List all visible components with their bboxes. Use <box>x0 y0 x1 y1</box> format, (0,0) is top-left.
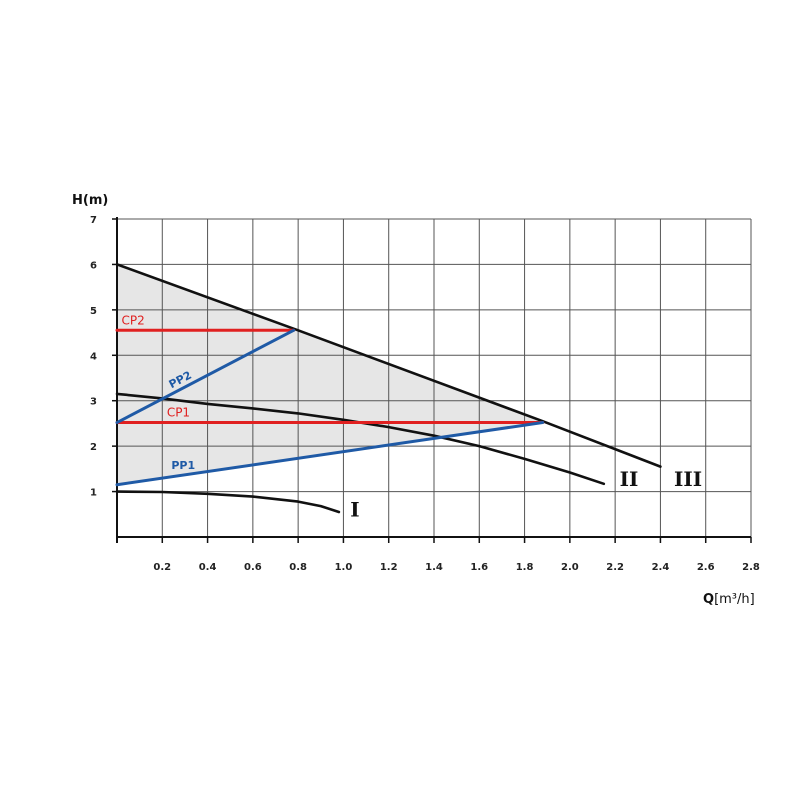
y-tick-label: 1 <box>90 488 97 499</box>
control-line-PP1 <box>115 421 545 487</box>
control-lines-group <box>115 328 545 487</box>
control-label-PP1: PP1 <box>171 459 195 472</box>
x-tick-label: 0.6 <box>244 562 262 573</box>
curve-label-II: II <box>620 467 639 491</box>
x-tick-label: 0.2 <box>153 562 171 573</box>
x-tick-label: 2.0 <box>561 562 579 573</box>
operating-area-shade <box>117 264 543 485</box>
x-tick-label: 0.8 <box>289 562 307 573</box>
curve-label-III: III <box>674 467 702 491</box>
x-tick-label: 2.2 <box>606 562 624 573</box>
x-axis-title: Q[m³/h] <box>703 592 755 607</box>
curve-I <box>115 490 341 514</box>
x-tick-label: 2.4 <box>652 562 670 573</box>
tick-labels-group: 0.2 0.4 0.6 0.8 1.0 1.2 1.4 1.6 1.8 2.0 2.2 2.4 2.6 2… <box>90 215 760 573</box>
x-tick-label: 1.2 <box>380 562 398 573</box>
x-axis-title-main: Q <box>703 592 714 607</box>
curve-label-I: I <box>350 498 359 522</box>
y-tick-label: 6 <box>90 260 97 271</box>
x-tick-label: 2.8 <box>742 562 760 573</box>
shaded-region-group <box>117 264 543 485</box>
x-tick-label: 1.6 <box>470 562 488 573</box>
x-tick-label: 1.8 <box>516 562 534 573</box>
y-tick-label: 2 <box>90 442 97 453</box>
y-tick-label: 4 <box>90 351 97 362</box>
y-tick-label: 5 <box>90 306 97 317</box>
y-axis-title: H(m) <box>72 193 108 208</box>
x-tick-label: 1.0 <box>335 562 353 573</box>
grid-group <box>117 218 752 537</box>
control-label-CP1: CP1 <box>167 406 190 420</box>
y-tick-label: 3 <box>90 397 97 408</box>
x-axis-title-unit: [m³/h] <box>714 592 755 607</box>
x-tick-label: 0.4 <box>199 562 217 573</box>
control-label-CP2: CP2 <box>122 313 145 327</box>
x-tick-label: 2.6 <box>697 562 715 573</box>
y-tick-label: 7 <box>90 215 97 226</box>
curve-III <box>115 263 662 468</box>
control-line-PP2 <box>115 328 296 425</box>
x-tick-label: 1.4 <box>425 562 443 573</box>
